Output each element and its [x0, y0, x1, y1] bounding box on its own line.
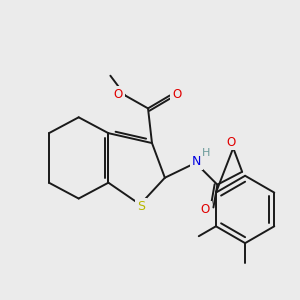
- Text: O: O: [172, 88, 182, 101]
- Text: N: N: [192, 155, 201, 168]
- Text: S: S: [137, 200, 145, 213]
- Text: O: O: [226, 136, 236, 148]
- Text: O: O: [201, 203, 210, 216]
- Text: O: O: [114, 88, 123, 101]
- Text: H: H: [202, 148, 211, 158]
